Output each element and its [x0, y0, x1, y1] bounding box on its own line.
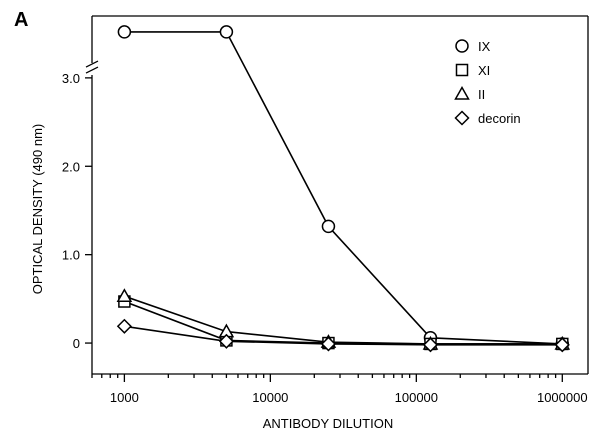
legend-marker-decorin [454, 110, 470, 126]
y-tick-label: 3.0 [62, 71, 80, 86]
axis-break-mark [85, 66, 99, 74]
data-point-decorin [320, 336, 337, 352]
series-line-XI [124, 300, 563, 345]
legend-label-decorin: decorin [478, 111, 521, 126]
x-tick-label: 1000000 [537, 390, 588, 405]
data-point-decorin [554, 337, 570, 353]
legend-marker-IX [455, 39, 469, 53]
axis-break-mark [85, 60, 99, 68]
legend: IX XI II decorin [454, 39, 521, 126]
x-axis-title: ANTIBODY DILUTION [263, 416, 394, 431]
data-point-IX [321, 219, 336, 234]
plot-lines [124, 31, 563, 346]
x-tick-label: 10000 [252, 390, 288, 405]
data-point-IX [219, 25, 234, 39]
x-tick-label: 1000 [110, 390, 139, 405]
panel-label: A [14, 9, 28, 31]
legend-label-XI: XI [478, 63, 490, 78]
data-point-II [116, 288, 133, 302]
axes: 0 1.0 2.0 3.0 1000 10000 100000 1000000 [62, 15, 589, 405]
legend-marker-II [454, 85, 470, 100]
y-tick-label: 2.0 [62, 159, 80, 174]
x-tick-label: 100000 [395, 390, 438, 405]
legend-marker-XI [455, 63, 469, 77]
data-point-decorin [116, 318, 132, 334]
data-point-decorin [422, 337, 439, 353]
data-point-decorin [218, 333, 234, 349]
plot-markers [116, 25, 571, 353]
legend-label-IX: IX [478, 39, 491, 54]
data-point-IX [117, 25, 132, 39]
y-tick-label: 0 [73, 336, 80, 351]
y-tick-label: 1.0 [62, 248, 80, 263]
series-line-IX [124, 31, 563, 345]
y-axis-title: OPTICAL DENSITY (490 nm) [30, 124, 45, 295]
legend-label-II: II [478, 87, 485, 102]
